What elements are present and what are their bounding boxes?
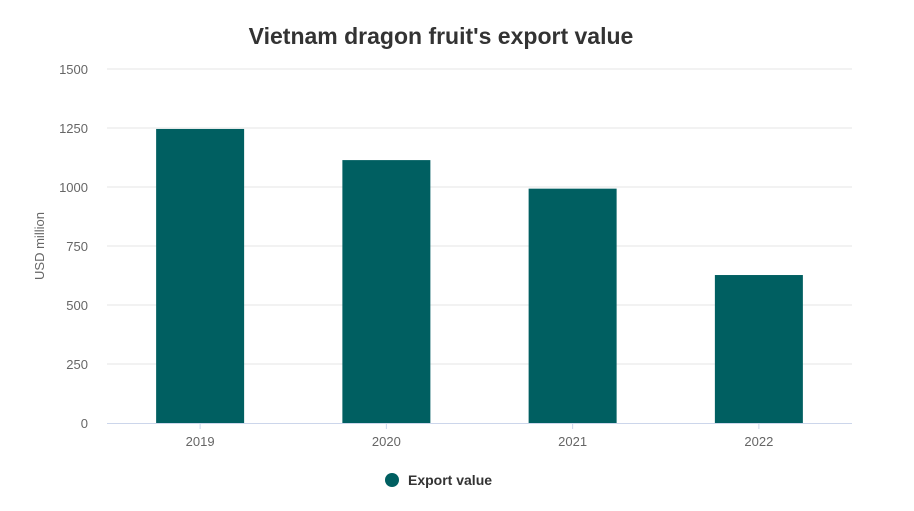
y-tick-label: 1500	[59, 62, 88, 77]
legend-marker[interactable]	[385, 473, 399, 487]
bar-2019[interactable]	[156, 128, 245, 423]
axes: 0 250 500 750 1000 1250 1500 2019 2020 2021 2022	[59, 62, 852, 449]
x-tick-label: 2020	[372, 434, 401, 449]
bar-2021[interactable]	[528, 188, 617, 423]
bars	[156, 128, 803, 423]
bar-2020[interactable]	[342, 160, 431, 423]
bar-2022[interactable]	[714, 275, 803, 423]
legend-label[interactable]: Export value	[408, 472, 492, 488]
x-tick-label: 2021	[558, 434, 587, 449]
y-tick-label: 750	[66, 239, 88, 254]
legend[interactable]: Export value	[385, 472, 492, 488]
chart-title: Vietnam dragon fruit's export value	[249, 23, 634, 49]
y-tick-label: 1000	[59, 180, 88, 195]
y-tick-label: 250	[66, 357, 88, 372]
y-tick-label: 500	[66, 298, 88, 313]
y-tick-label: 1250	[59, 121, 88, 136]
y-axis-label: USD million	[32, 212, 47, 280]
x-tick-label: 2019	[186, 434, 215, 449]
y-tick-label: 0	[81, 416, 88, 431]
x-tick-label: 2022	[744, 434, 773, 449]
